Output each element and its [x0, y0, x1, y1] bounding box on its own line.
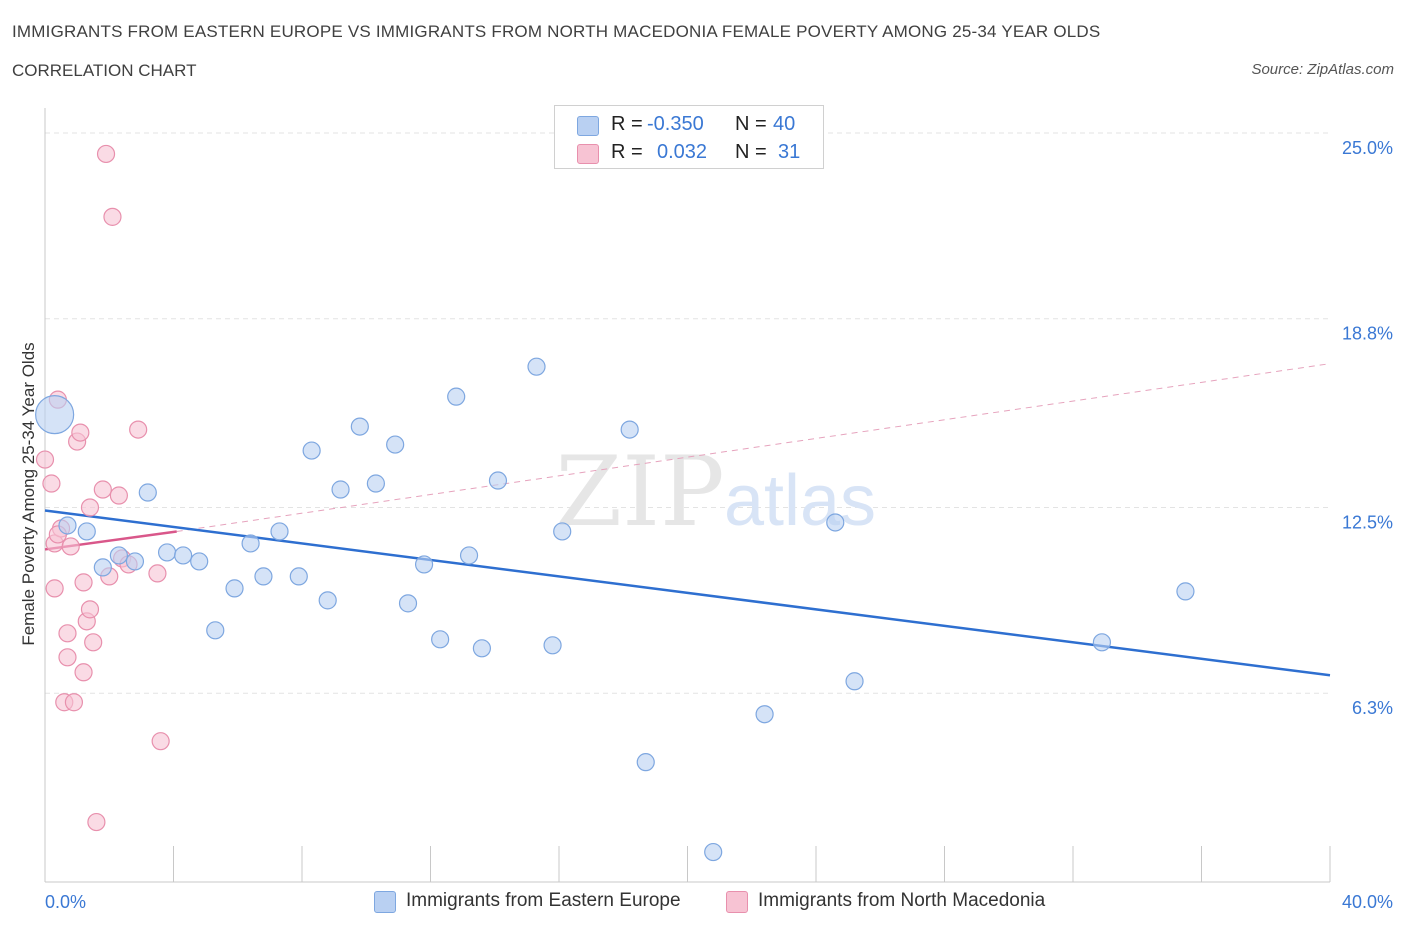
legend-n-label: N =: [735, 141, 767, 163]
point-north-macedonia: [80, 498, 100, 517]
tick-labels: 6.3% 12.5% 18.8% 25.0% 0.0% 40.0%: [45, 138, 1393, 912]
legend-series-label: Immigrants from North Macedonia: [758, 890, 1046, 911]
point-eastern-europe: [241, 534, 260, 553]
point-eastern-europe: [488, 471, 508, 490]
legend-r-value: 0.032: [657, 141, 708, 163]
trend-line-eastern-europe: [44, 509, 1331, 677]
point-eastern-europe: [174, 546, 193, 565]
correlation-legend: R = -0.350 N = 40 R = 0.032 N = 31: [554, 105, 824, 169]
point-eastern-europe: [77, 522, 96, 541]
chart-title: IMMIGRANTS FROM EASTERN EUROPE VS IMMIGR…: [12, 22, 1101, 41]
legend-swatch-blue: [374, 891, 396, 913]
point-north-macedonia: [129, 420, 148, 439]
legend-n-label: N =: [735, 113, 767, 135]
point-eastern-europe: [206, 621, 225, 640]
legend-r-label: R =: [611, 113, 643, 135]
point-eastern-europe: [190, 552, 209, 571]
point-eastern-europe: [1092, 633, 1112, 652]
point-eastern-europe: [386, 435, 405, 454]
x-tick-label: 40.0%: [1342, 892, 1393, 912]
gridlines: [45, 132, 1330, 694]
point-eastern-europe: [289, 567, 308, 586]
x-tick-label: 0.0%: [45, 892, 86, 912]
point-north-macedonia: [93, 480, 112, 499]
trend-line-north-macedonia-extended: [176, 363, 1331, 532]
point-north-macedonia: [61, 537, 80, 556]
legend-n-value: 40: [773, 113, 796, 135]
point-eastern-europe: [431, 630, 450, 649]
y-tick-label: 12.5%: [1342, 512, 1393, 532]
watermark: ZIP atlas: [555, 436, 876, 548]
point-north-macedonia: [148, 564, 167, 583]
point-eastern-europe: [93, 558, 112, 577]
legend-swatch-blue: [577, 116, 599, 136]
point-north-macedonia: [74, 573, 93, 592]
point-eastern-europe: [527, 357, 546, 376]
point-eastern-europe: [845, 672, 864, 691]
point-eastern-europe: [755, 705, 774, 724]
point-eastern-europe: [447, 387, 466, 406]
point-north-macedonia: [42, 474, 61, 493]
point-eastern-europe: [125, 552, 145, 571]
point-north-macedonia: [71, 423, 90, 442]
point-north-macedonia: [35, 450, 55, 469]
point-eastern-europe: [366, 474, 385, 493]
point-eastern-europe: [302, 441, 321, 460]
point-eastern-europe: [543, 636, 562, 655]
legend-r-value: -0.350: [647, 113, 704, 135]
point-eastern-europe: [620, 420, 639, 439]
y-tick-label: 18.8%: [1342, 324, 1393, 344]
point-north-macedonia: [74, 663, 93, 682]
point-eastern-europe: [270, 522, 289, 541]
point-eastern-europe: [157, 543, 177, 562]
point-eastern-europe: [254, 567, 273, 586]
legend-swatch-pink: [726, 891, 748, 913]
point-north-macedonia: [84, 633, 103, 652]
source-credit: Source: ZipAtlas.com: [1251, 61, 1394, 78]
point-eastern-europe: [109, 546, 128, 565]
point-eastern-europe: [225, 579, 244, 598]
point-eastern-europe: [704, 842, 723, 862]
legend-n-value: 31: [778, 141, 801, 163]
point-north-macedonia: [109, 486, 128, 505]
point-eastern-europe: [398, 594, 418, 613]
axes: [44, 108, 1331, 883]
point-eastern-europe: [35, 395, 75, 435]
legend-r-label: R =: [611, 141, 643, 163]
point-eastern-europe: [826, 513, 845, 532]
point-north-macedonia: [64, 693, 84, 712]
point-eastern-europe: [318, 591, 337, 610]
point-north-macedonia: [96, 144, 116, 164]
data-points: [35, 144, 1195, 862]
point-north-macedonia: [103, 207, 122, 226]
point-eastern-europe: [58, 516, 77, 535]
legend-series-label: Immigrants from Eastern Europe: [406, 890, 681, 911]
legend-swatch-pink: [577, 144, 599, 164]
y-tick-label: 6.3%: [1352, 698, 1393, 718]
point-eastern-europe: [138, 483, 157, 502]
y-tick-label: 25.0%: [1342, 138, 1393, 158]
point-north-macedonia: [87, 812, 106, 832]
point-north-macedonia: [58, 624, 77, 643]
point-eastern-europe: [350, 417, 369, 436]
point-eastern-europe: [331, 480, 350, 499]
point-north-macedonia: [45, 579, 64, 598]
chart-subtitle: CORRELATION CHART: [12, 61, 197, 80]
watermark-atlas: atlas: [724, 461, 876, 541]
watermark-zip: ZIP: [555, 436, 724, 548]
point-north-macedonia: [80, 600, 100, 619]
point-eastern-europe: [472, 639, 491, 658]
point-eastern-europe: [1176, 582, 1195, 601]
point-north-macedonia: [151, 732, 170, 751]
point-eastern-europe: [414, 555, 434, 574]
point-eastern-europe: [459, 546, 479, 565]
point-eastern-europe: [553, 522, 572, 541]
point-eastern-europe: [636, 753, 655, 772]
point-north-macedonia: [58, 648, 77, 667]
